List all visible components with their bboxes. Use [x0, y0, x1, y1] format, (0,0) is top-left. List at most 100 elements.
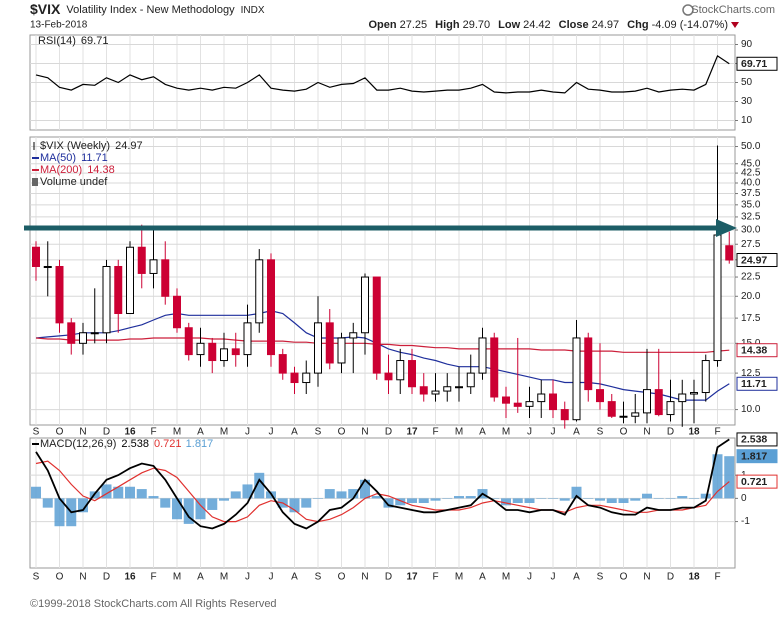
histogram-bar — [78, 498, 88, 513]
x-tick-label: J — [245, 427, 250, 438]
y-tick-label: -1 — [741, 516, 750, 527]
last-value-box — [736, 253, 778, 268]
histogram-bar — [442, 498, 453, 499]
candle-body — [114, 265, 123, 315]
x-tick-label: 16 — [124, 572, 136, 583]
text-part: 11.71 — [81, 152, 108, 164]
y-tick-label: 45.0 — [741, 158, 761, 169]
x-tick-label: A — [291, 427, 298, 438]
candle-body — [713, 234, 722, 362]
annotation-arrowhead — [716, 219, 737, 237]
candle-body — [431, 390, 440, 395]
candle-body — [678, 393, 687, 403]
candle-body — [584, 337, 593, 391]
text-part: 24.42 — [523, 19, 551, 31]
histogram-bar — [395, 498, 406, 506]
histogram-bar — [536, 498, 547, 499]
x-tick-label: N — [79, 427, 86, 438]
histogram-bar — [336, 491, 347, 499]
last-value-box — [736, 474, 778, 489]
candle-body — [255, 259, 264, 324]
x-tick-label: N — [79, 572, 86, 583]
y-tick-label: 10.0 — [741, 404, 761, 415]
text-part: MA(200) — [40, 164, 82, 176]
x-tick-label: J — [527, 427, 532, 438]
candle-body — [596, 389, 604, 403]
x-tick-label: D — [103, 572, 110, 583]
histogram-bar — [160, 498, 171, 508]
histogram-bar — [324, 489, 335, 499]
candle-body — [725, 245, 734, 261]
x-tick-label: M — [455, 572, 463, 583]
x-tick-label: S — [315, 572, 322, 583]
rsi-line — [35, 54, 730, 94]
last-value-label: 69.71 — [741, 58, 767, 70]
histogram-bar — [524, 498, 535, 503]
histogram-bar — [642, 493, 652, 499]
x-tick-label: F — [714, 572, 720, 583]
panel — [29, 437, 736, 569]
x-tick-label: F — [150, 572, 156, 583]
histogram-bar — [289, 498, 300, 513]
x-tick-label: A — [291, 572, 298, 583]
x-tick-label: O — [620, 427, 628, 438]
histogram-bar — [665, 498, 676, 499]
x-tick-label: F — [150, 427, 156, 438]
x-tick-label: 17 — [406, 427, 418, 438]
text-part: Open — [369, 19, 397, 31]
last-value-box — [736, 376, 778, 391]
last-value-label: 14.38 — [741, 344, 767, 356]
candle-body — [525, 401, 534, 407]
candle-body — [419, 386, 428, 395]
y-tick-label: 90 — [741, 39, 753, 50]
text-part: High — [435, 19, 460, 31]
candle-body — [231, 348, 240, 356]
y-tick-label: 27.5 — [741, 239, 761, 250]
header-title: $VIX Volatility Index - New Methodology … — [30, 1, 265, 17]
x-tick-label: 16 — [124, 427, 136, 438]
x-tick-label: D — [385, 572, 392, 583]
macd-line — [35, 438, 730, 530]
text-part: 24.97 — [592, 19, 620, 31]
histogram-bar — [183, 498, 194, 524]
text-part: MACD(12,26,9) — [40, 438, 116, 450]
candle-body — [137, 246, 146, 274]
candle-body — [90, 332, 99, 335]
histogram-bar — [195, 498, 206, 520]
histogram-bar — [313, 498, 323, 499]
text-part: MA(50) — [40, 152, 76, 164]
last-value-box — [736, 432, 778, 447]
brand-logo — [682, 4, 694, 16]
text-part: -4.09 (-14.07%) — [652, 19, 728, 31]
x-tick-label: J — [245, 572, 250, 583]
histogram-bar — [348, 489, 359, 499]
histogram-bar — [242, 484, 253, 499]
candle-body — [337, 337, 346, 364]
x-tick-label: O — [338, 572, 346, 583]
candle-body — [466, 372, 475, 388]
symbol: $VIX — [30, 1, 61, 17]
candle-body — [361, 276, 369, 334]
histogram-bar — [548, 498, 558, 499]
x-tick-label: F — [432, 572, 438, 583]
histogram-bar — [465, 496, 476, 499]
candle-body — [619, 415, 628, 418]
candle-body — [302, 372, 311, 384]
text-part: 27.25 — [400, 19, 428, 31]
y-tick-label: 20.0 — [741, 291, 761, 302]
last-value-label: 2.538 — [741, 434, 767, 446]
exchange: INDX — [241, 5, 265, 16]
x-tick-label: J — [269, 427, 274, 438]
x-tick-label: O — [56, 427, 64, 438]
candle-body — [455, 386, 463, 389]
x-tick-label: J — [551, 427, 556, 438]
last-value-label: 11.71 — [741, 378, 767, 390]
x-tick-label: O — [338, 427, 346, 438]
histogram-bar — [653, 498, 664, 499]
text-part: $VIX (Weekly) — [40, 140, 110, 152]
panel — [29, 136, 736, 426]
text-part: 1.817 — [186, 438, 214, 450]
y-tick-label: 12.5 — [741, 368, 761, 379]
brand: StockCharts.com — [691, 4, 775, 16]
histogram-bar — [148, 496, 159, 499]
